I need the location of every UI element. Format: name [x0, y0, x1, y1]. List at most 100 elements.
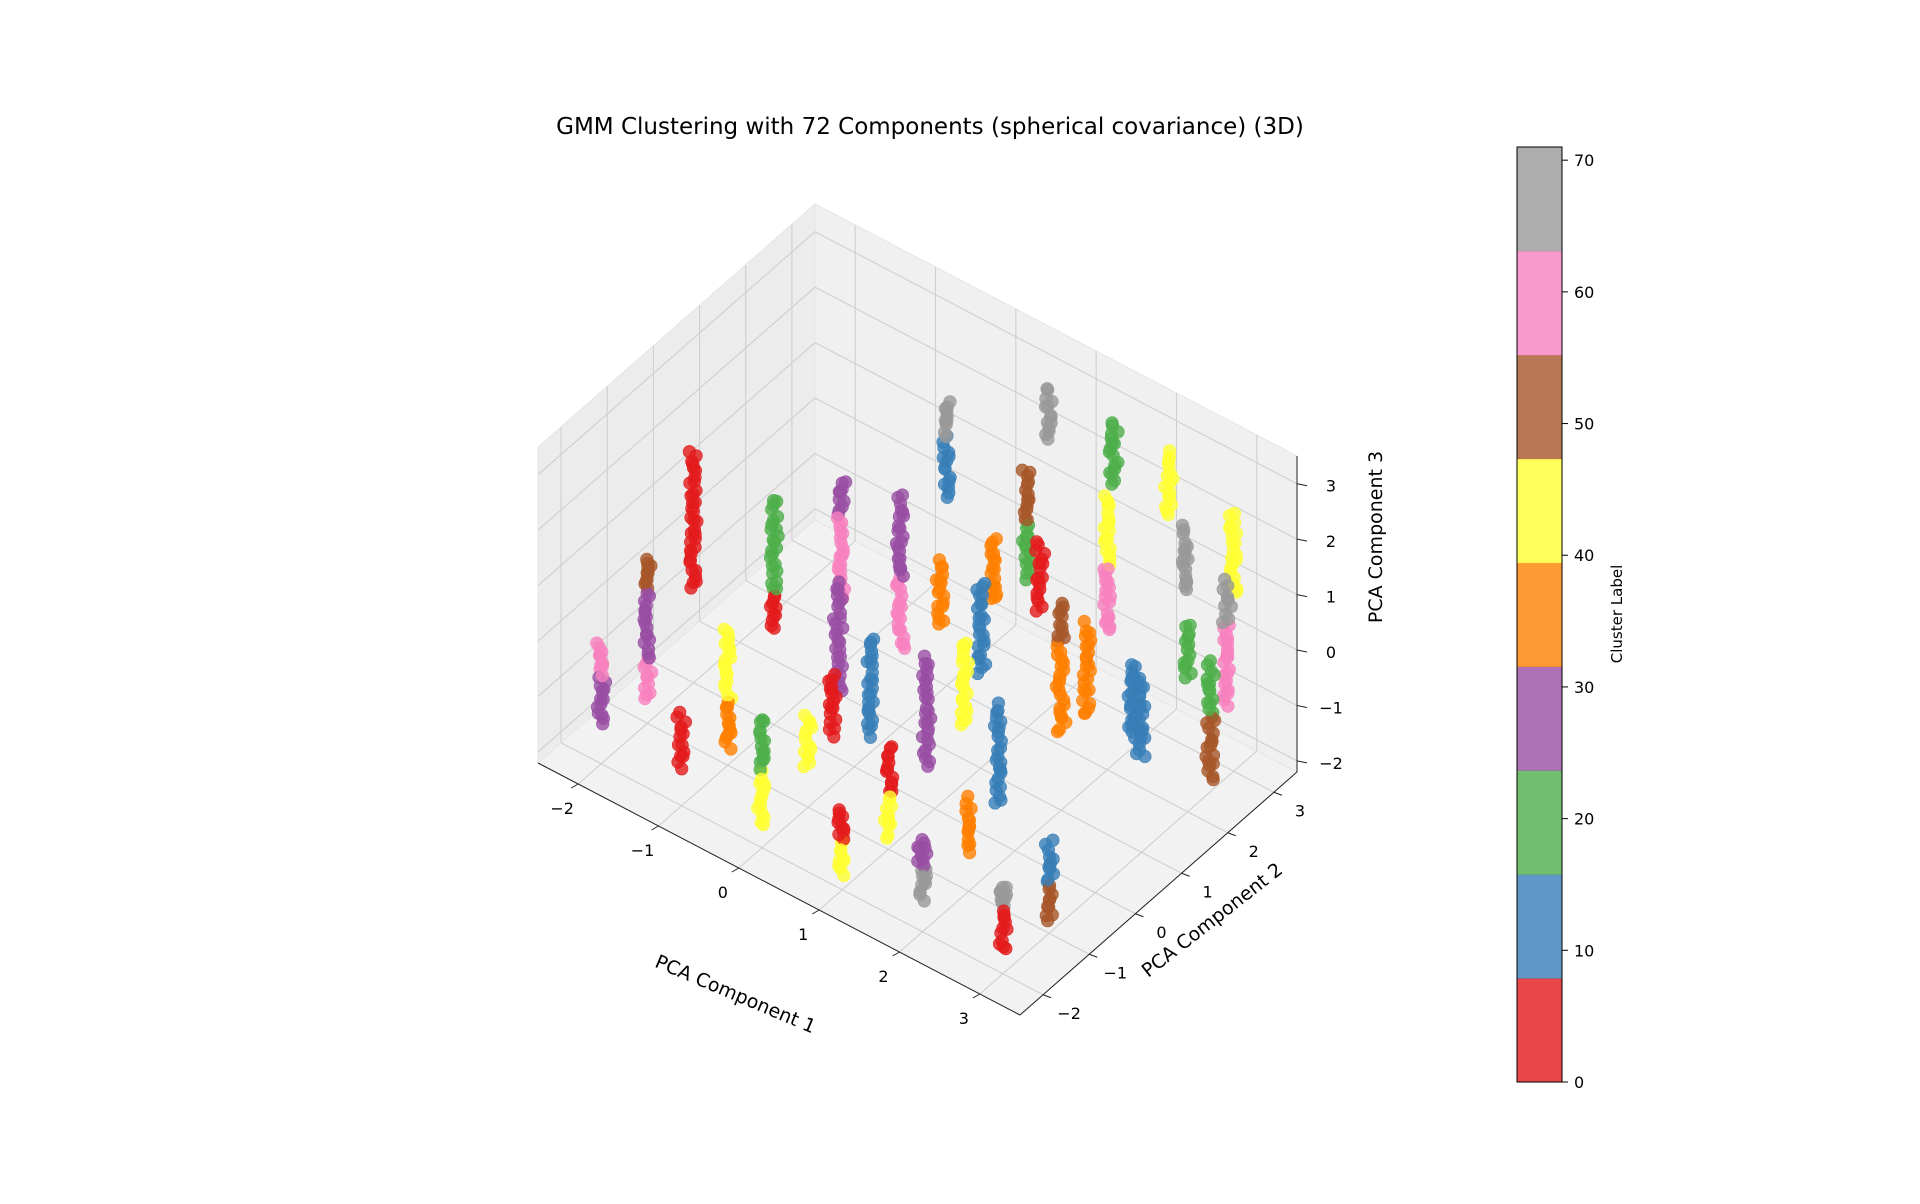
scatter-point: [1220, 646, 1235, 660]
axis-lines: [537, 456, 1298, 1016]
scatter-point: [1078, 706, 1092, 720]
scatter-point: [864, 653, 878, 668]
scatter-point: [596, 692, 610, 706]
scatter-point: [889, 536, 904, 551]
grid-line-y-floor: [560, 742, 1044, 996]
scatter-point: [937, 441, 951, 455]
x-tick-label: 1: [798, 925, 808, 944]
y-tick-mark: [1181, 872, 1190, 877]
colorbar-band: [1517, 562, 1562, 667]
grid-line-x-floor: [577, 540, 856, 785]
scatter-point: [833, 557, 848, 572]
scatter-point: [1015, 463, 1029, 477]
scatter-point: [825, 681, 839, 695]
scatter-point: [1219, 674, 1233, 688]
scatter-point: [960, 665, 975, 679]
colorbar-tick-label: 0: [1574, 1073, 1584, 1092]
z-tick-label: 2: [1326, 532, 1336, 551]
scatter-point: [916, 852, 930, 866]
y-axis-line: [1019, 771, 1298, 1016]
x-axis-line: [537, 762, 1021, 1016]
scatter-point: [1042, 850, 1057, 864]
scatter-point: [829, 616, 843, 630]
grid-line-y-floor: [745, 580, 1229, 834]
scatter-point: [862, 701, 876, 715]
scatter-point: [1221, 699, 1235, 713]
scatter-point: [1179, 569, 1193, 583]
scatter-point: [996, 904, 1011, 918]
grid-line-z-left: [537, 342, 816, 587]
colorbar-tick-label: 60: [1574, 283, 1594, 302]
colorbar-tick-label: 70: [1574, 151, 1594, 170]
grid-line-y-floor: [699, 620, 1182, 874]
scatter-point: [1051, 629, 1065, 643]
scatter-point: [640, 556, 655, 570]
scatter-point: [801, 750, 815, 764]
scatter-point: [1132, 671, 1147, 686]
scatter-point: [639, 610, 653, 624]
scatter-point: [883, 790, 897, 804]
scatter-point: [1076, 693, 1090, 708]
scatter-point: [920, 686, 934, 700]
x-tick-mark: [972, 993, 981, 999]
grid-line-y-floor: [791, 539, 1275, 793]
scatter-point: [1018, 550, 1032, 565]
grid-line-z-left: [537, 453, 816, 697]
scatter-point: [717, 622, 731, 636]
scatter-point: [1226, 543, 1240, 557]
scatter-point: [920, 715, 935, 729]
scatter-point: [1201, 754, 1215, 768]
scatter-point: [1049, 679, 1063, 694]
x-tick-mark: [570, 783, 579, 789]
scatter-point: [830, 582, 844, 596]
scatter-point: [764, 618, 778, 633]
scatter-point: [827, 730, 841, 744]
scatter-point: [1132, 697, 1147, 711]
x-tick-mark: [651, 825, 659, 831]
colorbar-band: [1517, 666, 1562, 771]
scatter-point: [832, 485, 846, 499]
scatter-point: [881, 749, 895, 763]
scatter-point: [993, 741, 1008, 755]
scatter-point: [595, 656, 610, 670]
z-tick-mark: [1296, 594, 1308, 598]
scatter-point: [956, 638, 970, 653]
colorbar-tick-label: 40: [1574, 546, 1594, 565]
x-tick-mark: [892, 951, 900, 957]
scatter-point: [894, 636, 909, 650]
scatter-point: [973, 648, 988, 662]
scatter-point: [675, 738, 689, 752]
scatter-point: [1030, 591, 1044, 605]
scatter-point: [686, 487, 700, 501]
scatter-point: [1107, 437, 1121, 451]
colorbar-band: [1517, 874, 1562, 979]
scatter-point: [1162, 450, 1176, 464]
z-tick-label: −2: [1319, 754, 1343, 773]
scatter-point: [892, 519, 906, 533]
scatter-point: [1100, 532, 1115, 546]
scatter-point: [921, 759, 935, 773]
z-tick-mark: [1296, 649, 1308, 653]
scatter-point: [917, 894, 931, 908]
colorbar-tick-label: 10: [1574, 941, 1594, 960]
scatter-point: [685, 563, 699, 577]
scatter-point: [992, 761, 1007, 775]
scatter-point: [976, 628, 990, 642]
scatter-point: [640, 669, 655, 683]
scatter-point: [1178, 671, 1192, 685]
scatter-point: [833, 523, 848, 537]
scatter-point: [919, 701, 934, 715]
scatter-point: [1035, 570, 1049, 585]
y-tick-mark: [1135, 913, 1144, 918]
y-tick-mark: [1089, 953, 1098, 958]
scatter-point: [1203, 696, 1217, 710]
scatter-point: [920, 670, 935, 684]
z-tick-mark: [1296, 483, 1308, 487]
scatter-point: [1082, 683, 1096, 697]
scatter-point: [1039, 428, 1053, 442]
grid-line-x-floor: [658, 582, 936, 827]
scatter-point: [595, 645, 609, 659]
grid-line-x-floor: [899, 708, 1177, 953]
y-tick-mark: [1273, 791, 1283, 796]
scatter-point: [765, 596, 780, 610]
